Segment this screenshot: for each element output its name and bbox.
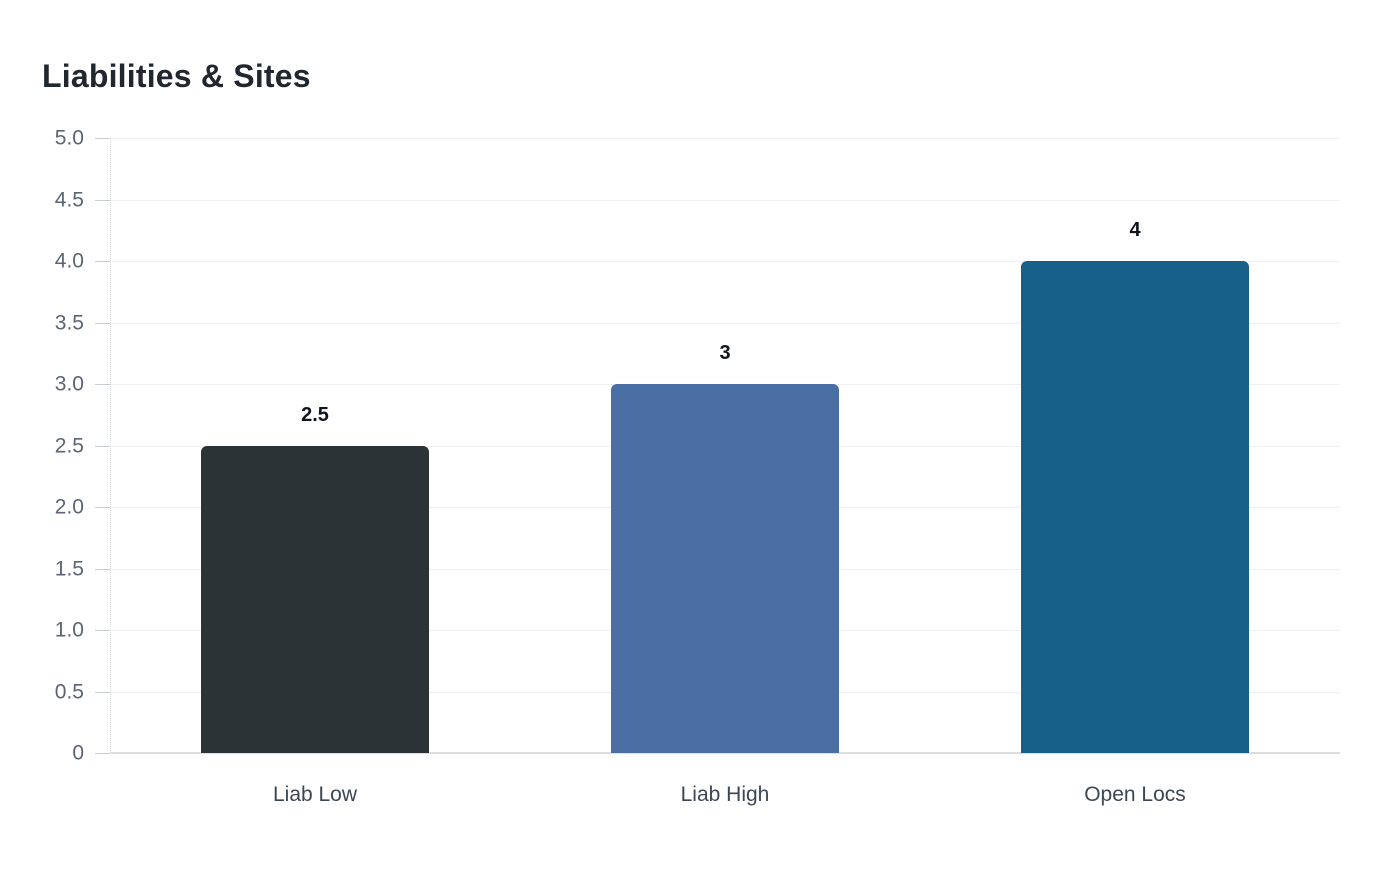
y-tick-mark bbox=[95, 445, 110, 447]
y-tick-label: 2.0 bbox=[54, 495, 84, 519]
category-label: Liab High bbox=[680, 783, 770, 806]
gridline bbox=[110, 199, 1340, 201]
bar-liab-high[interactable] bbox=[611, 384, 839, 753]
y-tick-mark bbox=[95, 630, 110, 631]
bar-value-label: 2.5 bbox=[301, 403, 329, 426]
y-tick-mark bbox=[95, 199, 110, 201]
y-tick-mark bbox=[95, 384, 110, 385]
y-axis-line bbox=[110, 138, 111, 753]
y-tick-label: 4.0 bbox=[54, 249, 84, 273]
y-tick-label: 5.0 bbox=[54, 126, 84, 150]
y-tick-mark bbox=[95, 507, 110, 508]
y-tick-label: 0 bbox=[72, 741, 84, 765]
y-tick-mark bbox=[95, 568, 110, 570]
gridline bbox=[110, 322, 1340, 324]
bar-value-label: 4 bbox=[1129, 219, 1141, 241]
category-label: Liab Low bbox=[272, 783, 358, 806]
gridline bbox=[110, 138, 1340, 139]
y-tick-mark bbox=[95, 691, 110, 693]
y-tick-label: 2.5 bbox=[54, 434, 84, 457]
y-tick-label: 1.5 bbox=[54, 557, 84, 580]
y-tick-mark bbox=[95, 322, 110, 324]
bar-open-locs[interactable] bbox=[1021, 261, 1249, 753]
y-tick-label: 4.5 bbox=[54, 188, 84, 211]
category-label: Open Locs bbox=[1084, 783, 1186, 806]
y-tick-mark bbox=[95, 138, 110, 139]
y-tick-mark bbox=[95, 753, 110, 754]
bar-value-label: 3 bbox=[719, 342, 731, 364]
bar-liab-low[interactable] bbox=[201, 445, 429, 753]
x-axis-line bbox=[110, 752, 1340, 754]
gridline bbox=[110, 261, 1340, 262]
y-tick-label: 1.0 bbox=[54, 618, 84, 642]
y-tick-label: 3.0 bbox=[54, 372, 84, 396]
y-tick-label: 3.5 bbox=[54, 311, 84, 334]
y-tick-mark bbox=[95, 261, 110, 262]
y-tick-label: 0.5 bbox=[54, 680, 84, 703]
chart-title: Liabilities & Sites bbox=[42, 58, 311, 94]
